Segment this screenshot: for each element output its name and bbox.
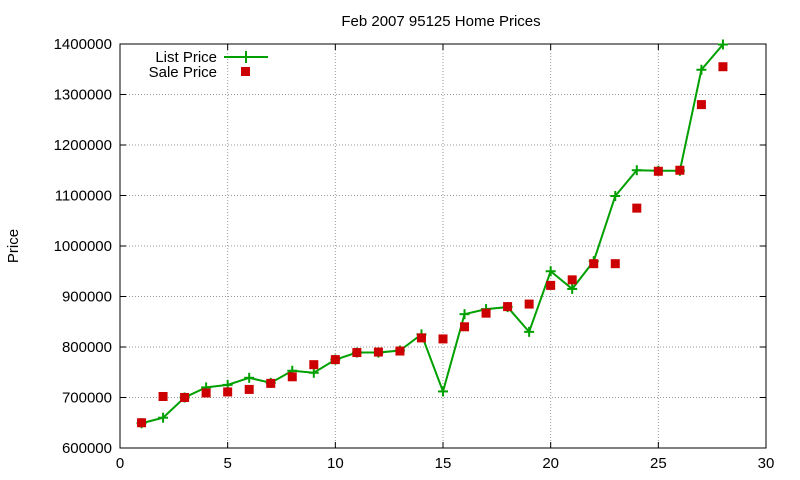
x-tick-label: 30 <box>758 455 775 472</box>
data-point-list-price <box>244 372 255 383</box>
y-tick-label: 700000 <box>62 390 112 407</box>
data-point-sale-price <box>373 347 383 357</box>
data-point-sale-price <box>158 391 168 401</box>
axis-ticks: 0 5 10 15 20 25 30 600000 700000 800000 900000 1000… <box>54 36 775 472</box>
x-tick-label: 25 <box>650 455 667 472</box>
data-point-sale-price <box>352 348 362 358</box>
y-tick-label: 1400000 <box>54 36 112 53</box>
data-point-sale-price <box>460 322 470 332</box>
data-point-sale-price <box>137 418 147 428</box>
x-tick-label: 15 <box>435 455 452 472</box>
y-tick-label: 1200000 <box>54 137 112 154</box>
data-point-sale-price <box>438 334 448 344</box>
data-point-list-price <box>610 191 621 202</box>
y-tick-label: 1100000 <box>55 188 112 205</box>
data-point-list-price <box>459 309 470 320</box>
data-point-sale-price <box>675 165 685 175</box>
data-point-sale-price <box>309 360 319 370</box>
data-point-sale-price <box>567 275 577 285</box>
series-line-list-price <box>141 43 724 425</box>
y-tick-label: 1300000 <box>54 87 112 104</box>
data-point-sale-price <box>395 346 405 356</box>
series <box>136 39 728 429</box>
data-point-sale-price <box>503 302 513 312</box>
y-tick-label: 900000 <box>62 289 112 306</box>
data-point-sale-price <box>244 384 254 394</box>
data-point-list-price <box>524 326 535 337</box>
data-point-sale-price <box>201 388 211 398</box>
data-point-sale-price <box>416 333 426 343</box>
data-point-sale-price <box>546 280 556 290</box>
data-point-sale-price <box>696 100 706 110</box>
data-point-list-price <box>158 412 169 423</box>
data-point-sale-price <box>330 355 340 365</box>
data-point-list-price <box>717 39 728 50</box>
y-tick-label: 600000 <box>62 440 112 457</box>
data-point-list-price <box>545 266 556 277</box>
x-tick-label: 10 <box>327 455 344 472</box>
y-tick-label: 1000000 <box>54 238 112 255</box>
legend-marker-sale-price <box>241 67 250 76</box>
chart-title: Feb 2007 95125 Home Prices <box>341 13 540 30</box>
data-point-sale-price <box>524 299 534 309</box>
y-axis-label: Price <box>5 229 22 263</box>
data-point-sale-price <box>180 393 190 402</box>
legend-marker-list-price <box>240 51 252 63</box>
data-point-sale-price <box>481 308 491 318</box>
data-point-sale-price <box>287 372 297 382</box>
data-point-list-price <box>438 386 448 397</box>
data-point-sale-price <box>610 259 620 269</box>
x-tick-label: 0 <box>116 455 124 472</box>
legend: List Price Sale Price <box>149 49 268 81</box>
data-point-sale-price <box>632 203 642 213</box>
data-point-list-price <box>696 64 707 75</box>
x-tick-label: 20 <box>542 455 559 472</box>
data-point-sale-price <box>653 166 663 176</box>
data-point-sale-price <box>223 387 233 397</box>
data-point-sale-price <box>589 259 599 269</box>
data-point-list-price <box>631 165 642 176</box>
x-tick-label: 5 <box>223 455 231 472</box>
data-point-list-price <box>308 367 319 378</box>
data-point-sale-price <box>266 378 276 388</box>
data-point-sale-price <box>718 62 728 72</box>
data-point-list-price <box>567 283 578 294</box>
legend-label-sale-price: Sale Price <box>149 64 217 81</box>
y-tick-label: 800000 <box>62 339 112 356</box>
legend-label-list-price: List Price <box>155 49 217 66</box>
